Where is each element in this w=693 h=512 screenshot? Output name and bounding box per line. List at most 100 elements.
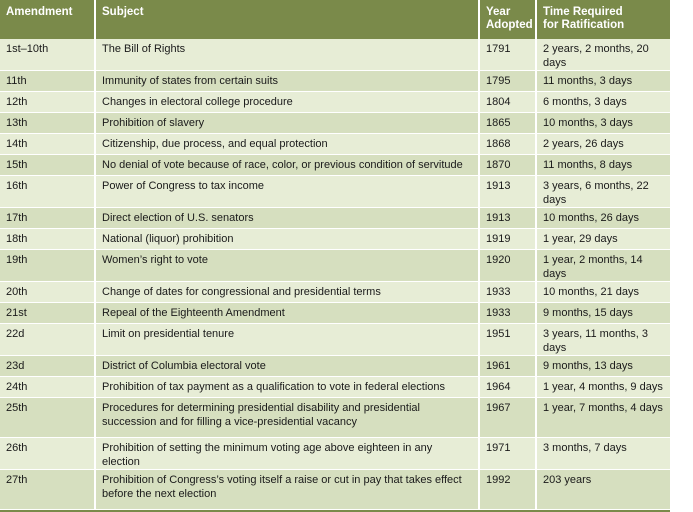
cell-time: 3 years, 6 months, 22 days — [536, 175, 670, 208]
cell-amendment: 23d — [0, 355, 96, 377]
cell-year: 1868 — [479, 133, 537, 155]
cell-amendment: 20th — [0, 281, 96, 303]
table-row: 25th Procedures for determining presiden… — [0, 397, 670, 438]
cell-time: 11 months, 8 days — [536, 154, 670, 176]
table-row: 15th No denial of vote because of race, … — [0, 154, 670, 176]
amendments-table: Amendment Subject Year Adopted Time Requi… — [0, 0, 670, 510]
table-row: 22d Limit on presidential tenure 1951 3 … — [0, 323, 670, 356]
cell-amendment: 1st–10th — [0, 39, 96, 71]
cell-year: 1913 — [479, 207, 537, 229]
cell-amendment: 18th — [0, 228, 96, 250]
table-row: 26th Prohibition of setting the minimum … — [0, 437, 670, 470]
cell-time: 1 year, 2 months, 14 days — [536, 249, 670, 282]
table-row: 17th Direct election of U.S. senators 19… — [0, 207, 670, 229]
cell-subject: Change of dates for congressional and pr… — [95, 281, 480, 303]
cell-subject: Repeal of the Eighteenth Amendment — [95, 302, 480, 324]
cell-subject: Direct election of U.S. senators — [95, 207, 480, 229]
header-subject: Subject — [95, 0, 480, 39]
table-row: 23d District of Columbia electoral vote … — [0, 355, 670, 377]
table-row: 19th Women’s right to vote 1920 1 year, … — [0, 249, 670, 282]
cell-year: 1795 — [479, 70, 537, 92]
cell-year: 1919 — [479, 228, 537, 250]
cell-time: 11 months, 3 days — [536, 70, 670, 92]
cell-subject: Women’s right to vote — [95, 249, 480, 282]
cell-time: 6 months, 3 days — [536, 91, 670, 113]
cell-subject: Prohibition of slavery — [95, 112, 480, 134]
cell-amendment: 27th — [0, 469, 96, 510]
cell-year: 1913 — [479, 175, 537, 208]
header-subject-label: Subject — [102, 6, 144, 18]
cell-amendment: 16th — [0, 175, 96, 208]
header-time-line1: Time Required — [543, 6, 623, 18]
cell-year: 1870 — [479, 154, 537, 176]
table-row: 21st Repeal of the Eighteenth Amendment … — [0, 302, 670, 324]
cell-time: 10 months, 3 days — [536, 112, 670, 134]
cell-year: 1933 — [479, 281, 537, 303]
table-row: 24th Prohibition of tax payment as a qua… — [0, 376, 670, 398]
cell-subject: National (liquor) prohibition — [95, 228, 480, 250]
cell-time: 3 months, 7 days — [536, 437, 670, 470]
cell-amendment: 22d — [0, 323, 96, 356]
cell-time: 9 months, 15 days — [536, 302, 670, 324]
cell-time: 9 months, 13 days — [536, 355, 670, 377]
cell-time: 203 years — [536, 469, 670, 510]
cell-year: 1865 — [479, 112, 537, 134]
cell-year: 1967 — [479, 397, 537, 438]
table-body: 1st–10th The Bill of Rights 1791 2 years… — [0, 39, 670, 510]
cell-year: 1992 — [479, 469, 537, 510]
cell-year: 1971 — [479, 437, 537, 470]
cell-year: 1933 — [479, 302, 537, 324]
cell-subject: Procedures for determining presidential … — [95, 397, 480, 438]
cell-year: 1920 — [479, 249, 537, 282]
cell-subject: Immunity of states from certain suits — [95, 70, 480, 92]
cell-year: 1964 — [479, 376, 537, 398]
cell-amendment: 11th — [0, 70, 96, 92]
table-row: 1st–10th The Bill of Rights 1791 2 years… — [0, 39, 670, 71]
header-amendment-label: Amendment — [6, 6, 73, 18]
cell-amendment: 25th — [0, 397, 96, 438]
cell-time: 3 years, 11 months, 3 days — [536, 323, 670, 356]
cell-subject: No denial of vote because of race, color… — [95, 154, 480, 176]
table-row: 14th Citizenship, due process, and equal… — [0, 133, 670, 155]
cell-year: 1951 — [479, 323, 537, 356]
cell-amendment: 17th — [0, 207, 96, 229]
cell-subject: Changes in electoral college procedure — [95, 91, 480, 113]
table-row: 13th Prohibition of slavery 1865 10 mont… — [0, 112, 670, 134]
cell-amendment: 14th — [0, 133, 96, 155]
header-time-line2: for Ratification — [543, 19, 625, 31]
table-row: 27th Prohibition of Congress’s voting it… — [0, 469, 670, 510]
header-year-line2: Adopted — [486, 19, 533, 31]
cell-amendment: 24th — [0, 376, 96, 398]
cell-time: 10 months, 21 days — [536, 281, 670, 303]
cell-subject: Limit on presidential tenure — [95, 323, 480, 356]
table-row: 12th Changes in electoral college proced… — [0, 91, 670, 113]
table-row: 20th Change of dates for congressional a… — [0, 281, 670, 303]
cell-subject: Prohibition of tax payment as a qualific… — [95, 376, 480, 398]
cell-subject: Prohibition of Congress’s voting itself … — [95, 469, 480, 510]
cell-amendment: 13th — [0, 112, 96, 134]
table-row: 18th National (liquor) prohibition 1919 … — [0, 228, 670, 250]
cell-amendment: 21st — [0, 302, 96, 324]
table-header: Amendment Subject Year Adopted Time Requi… — [0, 0, 670, 39]
header-amendment: Amendment — [0, 0, 96, 39]
cell-amendment: 26th — [0, 437, 96, 470]
cell-time: 2 years, 26 days — [536, 133, 670, 155]
cell-year: 1961 — [479, 355, 537, 377]
cell-time: 1 year, 29 days — [536, 228, 670, 250]
header-row: Amendment Subject Year Adopted Time Requi… — [0, 0, 670, 39]
table-row: 16th Power of Congress to tax income 191… — [0, 175, 670, 208]
table-row: 11th Immunity of states from certain sui… — [0, 70, 670, 92]
cell-time: 1 year, 7 months, 4 days — [536, 397, 670, 438]
cell-subject: Citizenship, due process, and equal prot… — [95, 133, 480, 155]
cell-year: 1791 — [479, 39, 537, 71]
cell-time: 10 months, 26 days — [536, 207, 670, 229]
cell-subject: The Bill of Rights — [95, 39, 480, 71]
cell-subject: District of Columbia electoral vote — [95, 355, 480, 377]
cell-subject: Prohibition of setting the minimum votin… — [95, 437, 480, 470]
amendments-table-container: Amendment Subject Year Adopted Time Requi… — [0, 0, 670, 512]
header-year-adopted: Year Adopted — [479, 0, 537, 39]
cell-amendment: 12th — [0, 91, 96, 113]
header-time-required: Time Required for Ratification — [536, 0, 670, 39]
cell-amendment: 19th — [0, 249, 96, 282]
cell-amendment: 15th — [0, 154, 96, 176]
